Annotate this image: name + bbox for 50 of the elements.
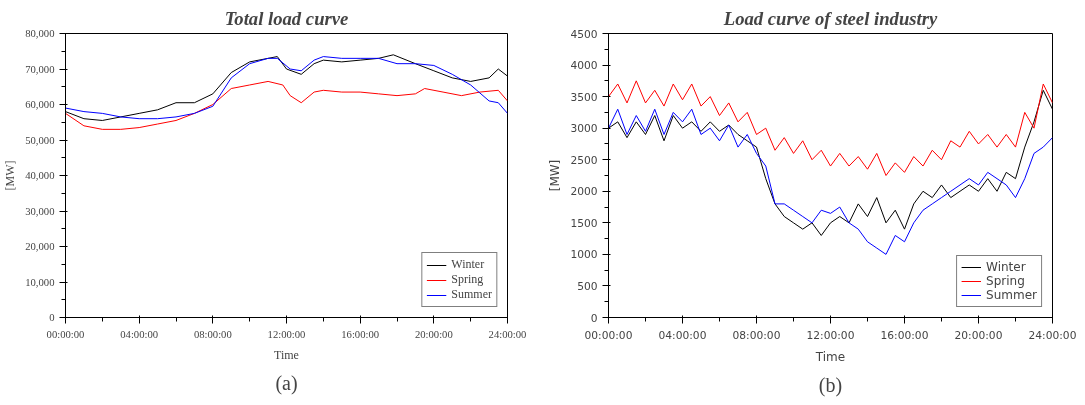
legend-label: Summer: [986, 288, 1037, 302]
y-tick-label: 10,000: [25, 276, 55, 288]
x-tick-label: 24:00:00: [1028, 328, 1077, 342]
y-tick-label: 20,000: [25, 241, 55, 252]
text: (b): [818, 373, 843, 397]
y-tick-label: 500: [577, 279, 598, 293]
y-tick-label: 1000: [570, 248, 598, 262]
legend-label: Winter: [451, 257, 485, 272]
x-tick-label: 12:00:00: [267, 328, 306, 340]
y-tick-label: 3500: [570, 90, 598, 104]
text: (a): [275, 371, 298, 395]
x-axis-title: Time: [274, 347, 299, 362]
x-tick-label: 12:00:00: [806, 328, 855, 342]
line-series: [608, 108, 1053, 255]
y-tick-label: 4500: [570, 27, 598, 41]
x-tick-label: 20:00:00: [414, 328, 453, 340]
x-tick-label: 20:00:00: [954, 328, 1003, 342]
legend-label: Spring: [986, 274, 1025, 288]
x-tick-label: 08:00:00: [193, 328, 232, 340]
legend-label: Spring: [451, 272, 484, 287]
y-axis-title: [MW]: [3, 160, 18, 191]
y-tick-label: 0: [590, 311, 598, 325]
x-tick-label: 08:00:00: [732, 328, 781, 342]
y-tick-label: 3000: [570, 122, 598, 136]
y-tick-label: 40,000: [25, 170, 55, 181]
x-tick-label: 16:00:00: [341, 328, 380, 340]
legend-label: Summer: [451, 287, 492, 302]
y-tick-label: 80,000: [25, 28, 55, 39]
y-tick-label: 2000: [570, 185, 598, 199]
y-tick-label: 30,000: [25, 205, 55, 217]
y-tick-label: 70,000: [25, 63, 55, 75]
y-axis-title: [MW]: [548, 159, 563, 192]
chart-title: Total load curve: [224, 7, 349, 29]
x-tick-label: 16:00:00: [880, 328, 929, 342]
line-series: [65, 80, 508, 130]
y-tick-label: 2500: [570, 153, 598, 167]
legend-label: Winter: [986, 260, 1026, 274]
x-tick-label: 00:00:00: [584, 328, 633, 342]
x-tick-label: 00:00:00: [46, 328, 85, 340]
x-axis-title: Time: [814, 349, 846, 364]
y-tick-label: 0: [49, 312, 55, 323]
line-series: [608, 80, 1053, 176]
y-tick-label: 50,000: [25, 134, 55, 146]
y-tick-label: 1500: [570, 216, 598, 230]
y-tick-label: 4000: [570, 59, 598, 73]
chart-title: Load curve of steel industry: [722, 7, 938, 29]
y-tick-label: 60,000: [25, 99, 55, 110]
x-tick-label: 04:00:00: [658, 328, 707, 342]
x-tick-label: 04:00:00: [120, 328, 159, 340]
x-tick-label: 24:00:00: [488, 328, 527, 340]
